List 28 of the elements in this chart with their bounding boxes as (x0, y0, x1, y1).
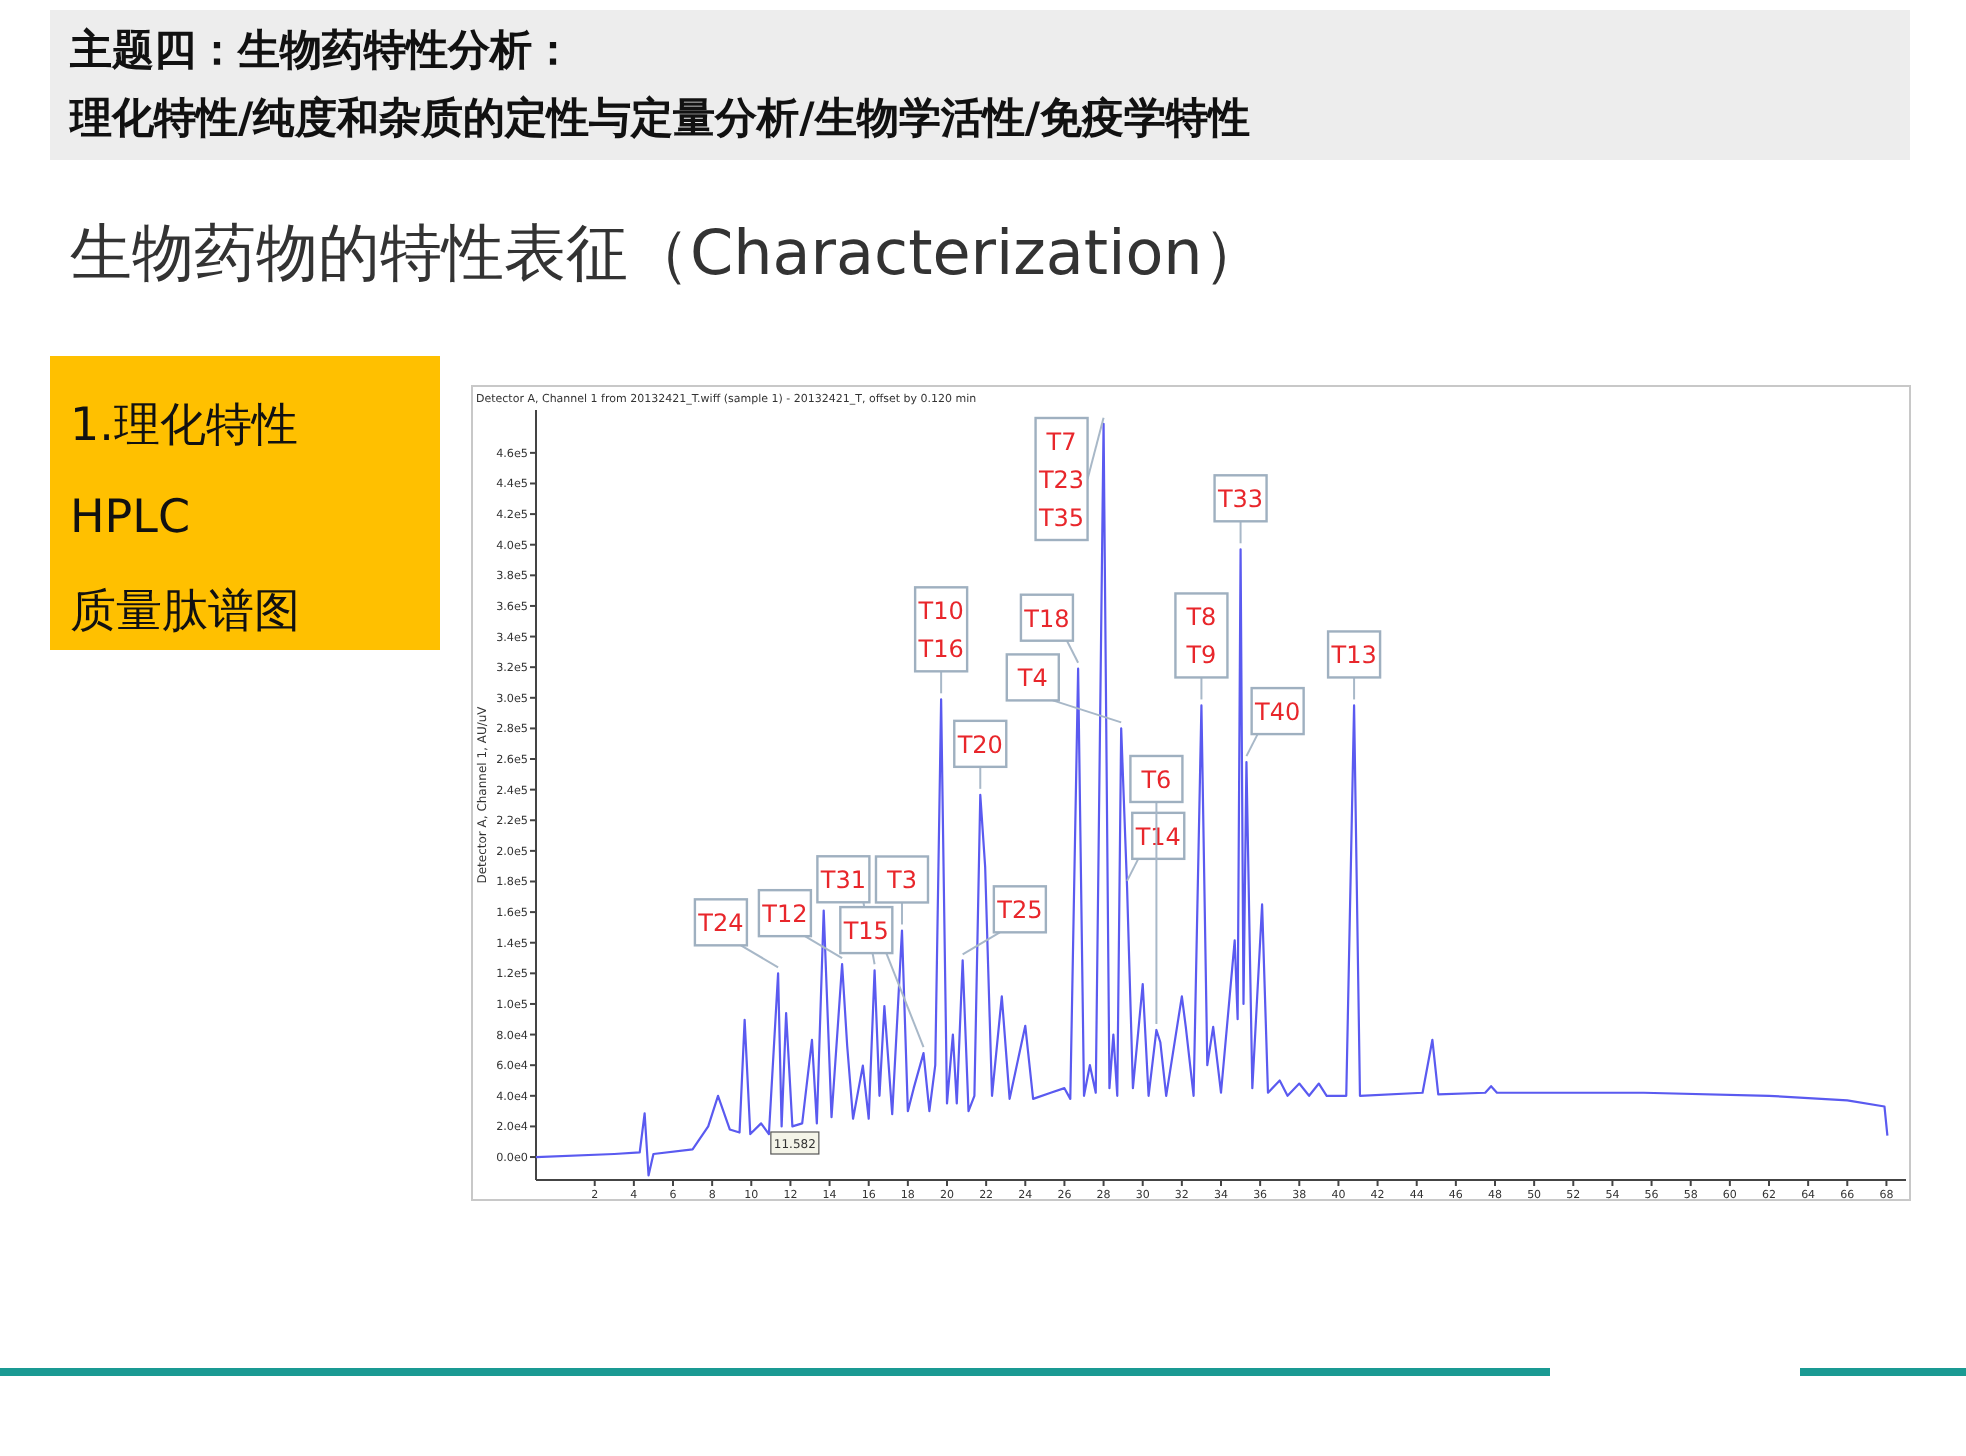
annotation: T24 (696, 909, 744, 938)
annotation: T35 (1036, 504, 1085, 532)
annotation: T4 (1015, 664, 1048, 693)
annotation: T10 (916, 597, 964, 626)
annotation: T25 (995, 896, 1043, 925)
text: 1.理化特性 (70, 400, 298, 452)
annotation: T33 (1215, 485, 1264, 514)
annotation: T18 (1022, 604, 1070, 633)
text: 质量肽谱图 (70, 586, 300, 638)
text: 生物药物的特性表征（Characterization） (70, 218, 1265, 290)
annotation: T6 (1139, 765, 1172, 794)
annotation: T31 (818, 866, 866, 895)
line-series (534, 422, 1889, 1177)
annotation: T20 (955, 730, 1003, 759)
annotation: T40 (1253, 698, 1301, 727)
annotation: T3 (885, 866, 917, 895)
chart-title: 主题四：生物药特性分析： (68, 26, 574, 74)
annotation: T13 (1329, 641, 1377, 670)
annotation: T8 (1184, 603, 1217, 632)
annotation: T15 (841, 917, 889, 946)
chart-subtitle: 理化特性/纯度和杂质的定性与定量分析/生物学活性/免疫学特性 (68, 94, 1251, 142)
annotation: T9 (1184, 641, 1217, 670)
annotation: T7 (1044, 428, 1077, 456)
text: HPLC (70, 492, 191, 544)
annotation: T23 (1036, 466, 1085, 494)
annotation: T14 (1133, 822, 1181, 851)
annotation: T16 (916, 635, 964, 664)
annotation: T12 (760, 900, 808, 929)
